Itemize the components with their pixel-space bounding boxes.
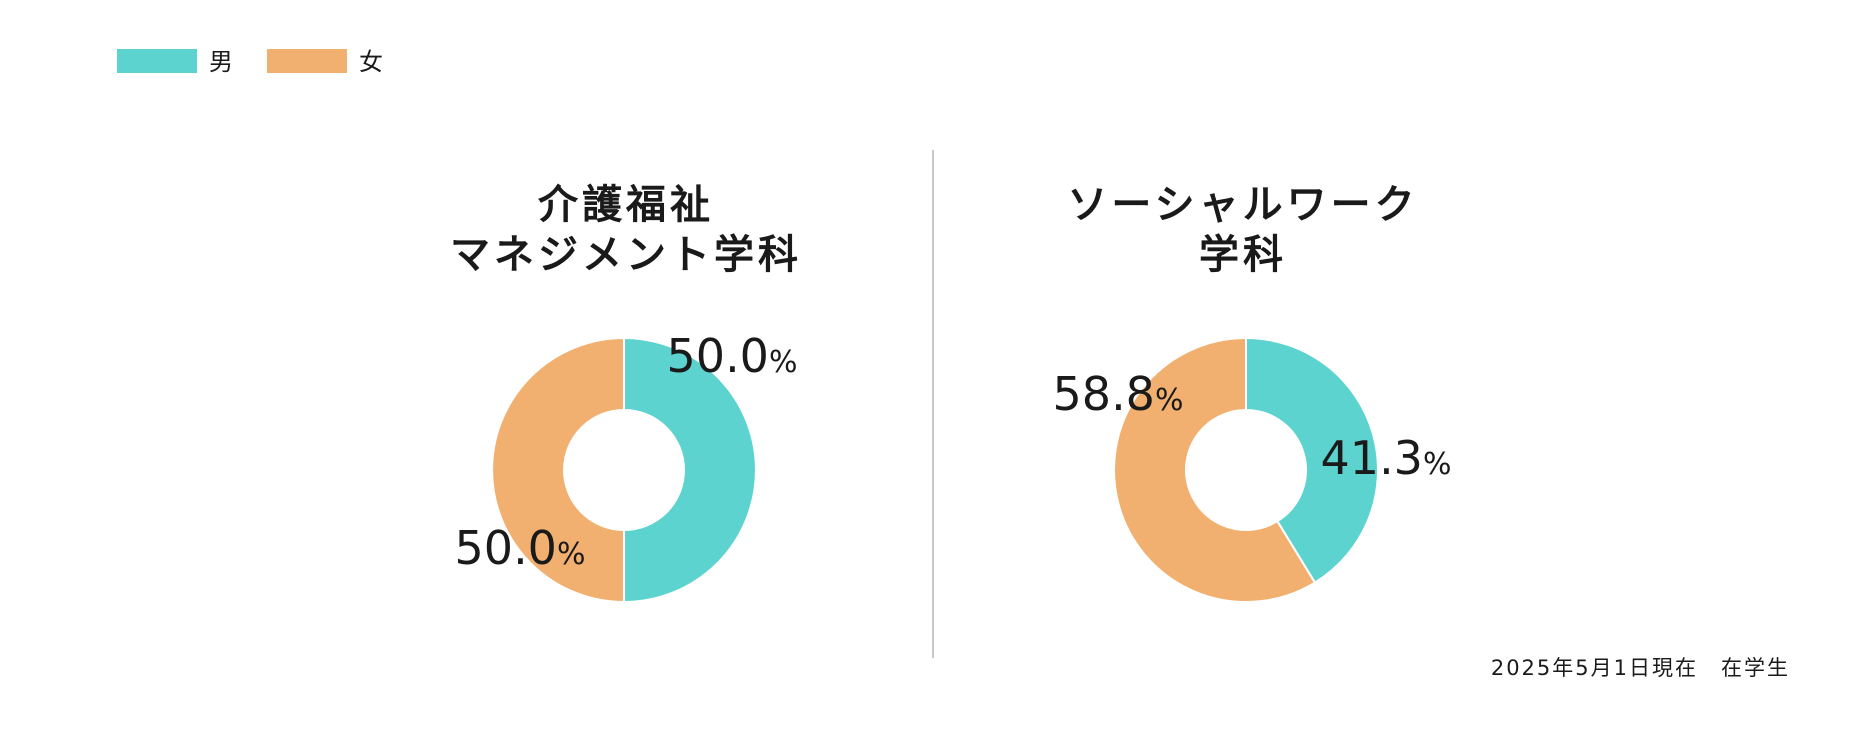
legend-item: 女 bbox=[267, 48, 383, 76]
legend-swatch bbox=[117, 49, 197, 73]
slice-label: 41.3% bbox=[1321, 431, 1452, 485]
donut-slice bbox=[623, 336, 757, 604]
footnote: 2025年5月1日現在 在学生 bbox=[1491, 656, 1790, 680]
legend-label: 男 bbox=[209, 48, 233, 76]
slice-unit: % bbox=[557, 537, 586, 572]
slice-value: 50.0 bbox=[667, 329, 769, 383]
legend: 男女 bbox=[117, 48, 383, 76]
chart-title-line: ソーシャルワーク bbox=[1067, 182, 1418, 228]
donut-slice bbox=[1113, 336, 1317, 603]
donut-slice bbox=[1245, 336, 1379, 584]
slice-label: 58.8% bbox=[1053, 367, 1184, 421]
legend-label: 女 bbox=[359, 48, 383, 76]
slice-label: 50.0% bbox=[667, 329, 798, 383]
slice-value: 50.0 bbox=[455, 521, 557, 575]
slice-label: 50.0% bbox=[455, 521, 586, 575]
slice-unit: % bbox=[769, 345, 798, 380]
donut-charts: 介護福祉マネジメント学科50.0%50.0%ソーシャルワーク学科41.3%58.… bbox=[450, 182, 1452, 604]
chart-title-line: 介護福祉 bbox=[538, 182, 714, 228]
legend-item: 男 bbox=[117, 48, 233, 76]
donut-slice bbox=[491, 336, 625, 604]
slice-unit: % bbox=[1423, 447, 1452, 482]
legend-swatch bbox=[267, 49, 347, 73]
chart-title-line: 学科 bbox=[1199, 232, 1287, 278]
chart-title-line: マネジメント学科 bbox=[450, 232, 802, 278]
slice-unit: % bbox=[1155, 383, 1184, 418]
slice-value: 41.3 bbox=[1321, 431, 1423, 485]
slice-value: 58.8 bbox=[1053, 367, 1155, 421]
